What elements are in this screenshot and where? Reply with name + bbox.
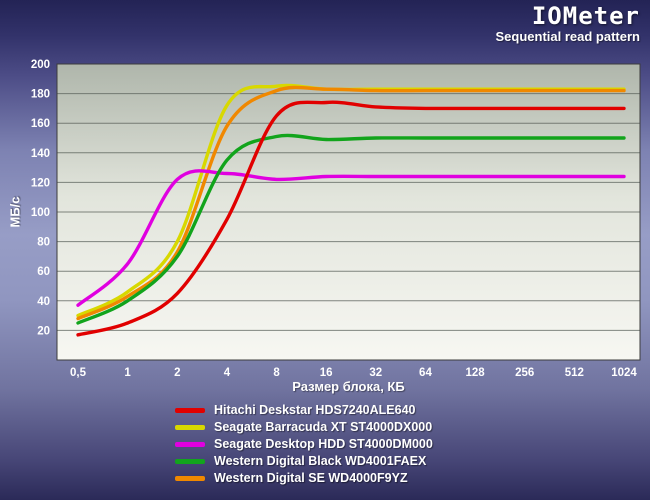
- legend: Hitachi Deskstar HDS7240ALE640 Seagate Ba…: [0, 402, 650, 486]
- x-tick-label: 512: [565, 367, 584, 379]
- y-tick-label: 200: [31, 59, 50, 71]
- legend-swatch: [175, 424, 205, 430]
- y-tick-label: 100: [31, 207, 50, 219]
- legend-swatch: [175, 407, 205, 413]
- chart-title: IOMeter: [531, 2, 640, 30]
- x-tick-label: 4: [224, 367, 231, 379]
- series-line-4: [76, 85, 626, 321]
- series-line-2: [76, 169, 626, 307]
- legend-label: Hitachi Deskstar HDS7240ALE640: [214, 403, 416, 417]
- x-tick-label: 8: [273, 367, 280, 379]
- legend-swatch: [175, 441, 205, 447]
- y-tick-label: 120: [31, 177, 50, 189]
- legend-swatch: [175, 458, 205, 464]
- x-tick-label: 1024: [611, 367, 637, 379]
- y-tick-label: 80: [37, 237, 50, 249]
- legend-item: Seagate Barracuda XT ST4000DX000: [175, 419, 475, 435]
- legend-label: Western Digital Black WD4001FAEX: [214, 454, 427, 468]
- x-tick-label: 256: [515, 367, 534, 379]
- y-tick-label: 60: [37, 266, 50, 278]
- legend-item: Seagate Desktop HDD ST4000DM000: [175, 436, 475, 452]
- chart-subtitle: Sequential read pattern: [495, 29, 640, 44]
- x-tick-label: 0,5: [70, 367, 87, 379]
- x-tick-label: 16: [320, 367, 333, 379]
- legend-label: Western Digital SE WD4000F9YZ: [214, 471, 408, 485]
- legend-item: Western Digital SE WD4000F9YZ: [175, 470, 475, 486]
- legend-label: Seagate Desktop HDD ST4000DM000: [214, 437, 433, 451]
- x-tick-label: 1: [124, 367, 131, 379]
- y-tick-label: 160: [31, 118, 50, 130]
- y-tick-label: 20: [37, 325, 50, 337]
- legend-label: Seagate Barracuda XT ST4000DX000: [214, 420, 433, 434]
- x-tick-label: 32: [369, 367, 382, 379]
- series-line-3: [76, 133, 626, 325]
- series-line-0: [76, 100, 626, 337]
- legend-item: Western Digital Black WD4001FAEX: [175, 453, 475, 469]
- x-axis-label: Размер блока, КБ: [292, 379, 405, 394]
- y-axis-label: МБ/с: [7, 196, 23, 228]
- y-tick-label: 40: [37, 296, 50, 308]
- x-tick-label: 2: [174, 367, 180, 379]
- y-tick-label: 180: [31, 89, 50, 101]
- chart-header: IOMeter Sequential read pattern: [496, 3, 640, 44]
- x-tick-label: 128: [465, 367, 485, 379]
- plot-border: [56, 63, 641, 361]
- legend-item: Hitachi Deskstar HDS7240ALE640: [175, 402, 475, 418]
- legend-swatch: [175, 475, 205, 481]
- y-tick-label: 140: [31, 148, 50, 160]
- x-tick-label: 64: [419, 367, 432, 379]
